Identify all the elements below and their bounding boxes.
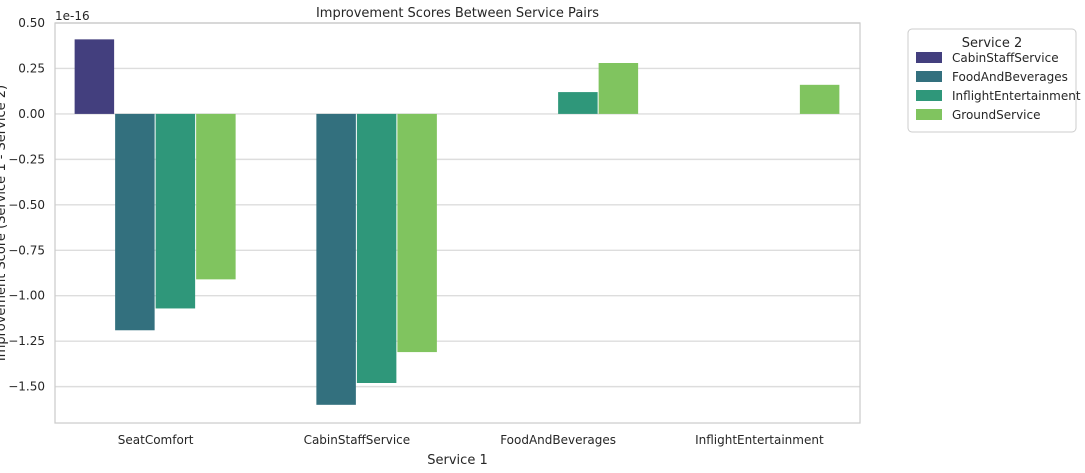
bar (74, 39, 115, 114)
bar (316, 113, 356, 405)
y-tick-label: 0.50 (18, 16, 45, 30)
legend: Service 2 CabinStaffService FoodAndBevera… (907, 28, 1081, 133)
legend-swatch (916, 109, 942, 120)
bar (356, 113, 397, 383)
plot-frame (54, 22, 861, 424)
bars (74, 39, 840, 405)
chart-title: Improvement Scores Between Service Pairs (316, 6, 599, 21)
bar (397, 113, 437, 353)
x-tick-label: SeatComfort (118, 433, 194, 447)
y-tick-label: −0.50 (8, 198, 45, 212)
legend-swatch (916, 90, 942, 101)
legend-box (907, 28, 1077, 133)
y-tick-label: −0.75 (8, 243, 45, 257)
legend-items: CabinStaffService FoodAndBeverages Infligh… (916, 51, 1081, 122)
y-tick-labels: 0.50 0.25 0.00 −0.25 −0.50 −0.75 −1.00 −1.25 −1.… (8, 16, 45, 394)
legend-label: InflightEntertainment (952, 89, 1081, 103)
legend-label: GroundService (952, 108, 1041, 122)
y-offset-text: 1e-16 (55, 9, 90, 23)
y-axis-label: Improvement Score (Service 1 - Service 2… (0, 85, 9, 361)
bar (115, 113, 155, 331)
legend-label: CabinStaffService (952, 51, 1059, 65)
x-tick-labels: SeatComfort CabinStaffService FoodAndBever… (118, 433, 824, 447)
x-tick-label: InflightEntertainment (695, 433, 824, 447)
x-tick-label: CabinStaffService (304, 433, 411, 447)
x-axis-label: Service 1 (427, 453, 487, 468)
legend-swatch (916, 71, 942, 82)
y-tick-label: −1.00 (8, 289, 45, 303)
bar (558, 92, 598, 114)
y-tick-label: −0.25 (8, 152, 45, 166)
y-tick-label: 0.00 (18, 107, 45, 121)
legend-swatch (916, 52, 942, 63)
legend-label: FoodAndBeverages (952, 70, 1068, 84)
legend-title: Service 2 (962, 36, 1022, 51)
y-tick-label: −1.25 (8, 334, 45, 348)
y-tick-label: 0.25 (18, 61, 45, 75)
x-tick-label: FoodAndBeverages (500, 433, 616, 447)
bar (799, 84, 840, 114)
bar (196, 113, 236, 280)
bar (155, 113, 196, 309)
bar (598, 63, 639, 114)
y-tick-label: −1.50 (8, 380, 45, 394)
